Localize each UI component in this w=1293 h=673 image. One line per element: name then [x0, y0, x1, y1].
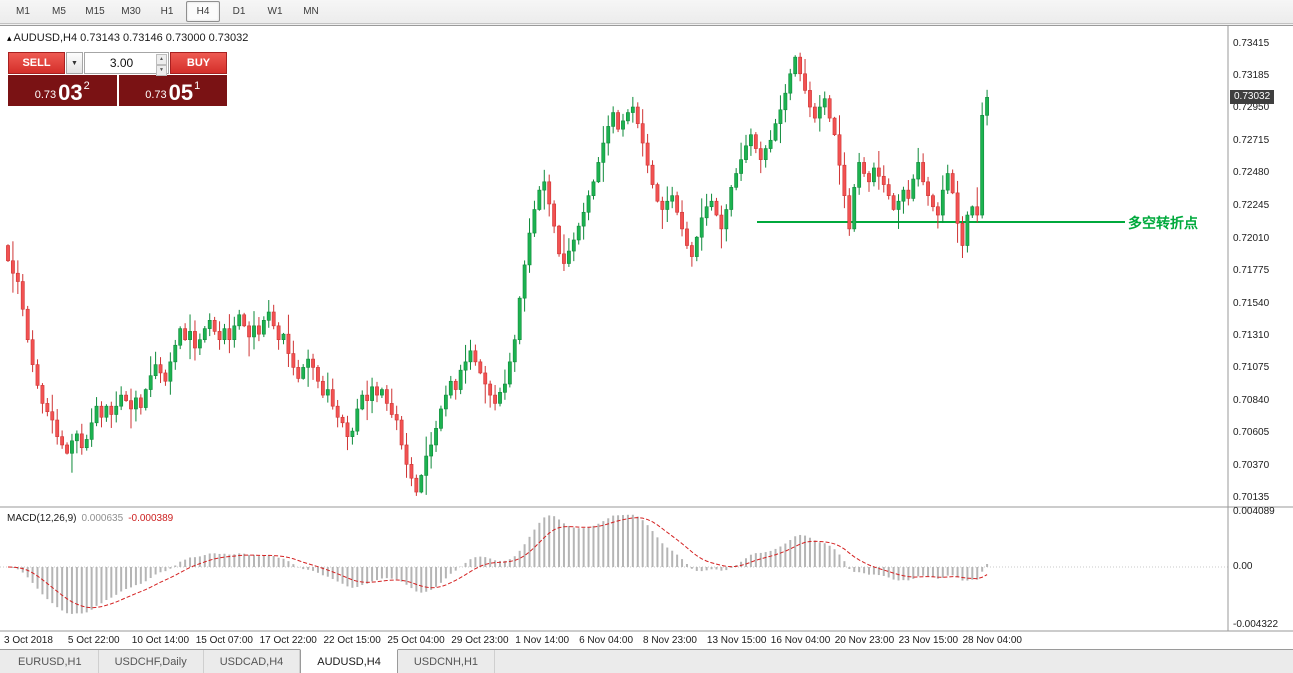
time-axis-label: 13 Nov 15:00	[706, 635, 767, 646]
time-axis-label: 23 Nov 15:00	[898, 635, 959, 646]
volume-input[interactable]	[85, 53, 168, 73]
macd-main-value: 0.000635	[81, 513, 124, 524]
buy-price-prefix: 0.73	[145, 89, 167, 101]
macd-name: MACD(12,26,9)	[7, 513, 77, 524]
time-axis-label: 10 Oct 14:00	[131, 635, 190, 646]
time-axis-label: 28 Nov 04:00	[962, 635, 1023, 646]
timeframe-button-d1[interactable]: D1	[232, 6, 246, 17]
macd-signal-value: -0.000389	[128, 513, 174, 524]
spinner-down-icon[interactable]: ▼	[156, 65, 167, 76]
time-axis-label: 17 Oct 22:00	[259, 635, 317, 646]
volume-dropdown-button[interactable]: ▼	[66, 52, 83, 74]
chevron-down-icon: ▼	[71, 59, 78, 67]
chart-marker-icon: ▴	[7, 33, 12, 43]
price-axis-label: 0.71775	[1233, 265, 1270, 277]
volume-field: ▲ ▼	[84, 52, 169, 76]
price-axis-label: 0.71310	[1233, 329, 1270, 341]
sell-price-big-digits: 03	[58, 80, 83, 105]
time-axis-label: 8 Nov 23:00	[643, 635, 697, 646]
price-axis-label: 0.70605	[1233, 427, 1270, 439]
one-click-trading-panel: SELL ▼ ▲ ▼ BUY 0.73 03 2 0.73 05 1	[8, 52, 227, 106]
timeframe-button-m1[interactable]: M1	[16, 6, 30, 17]
macd-axis-label: 0.00	[1233, 561, 1253, 572]
chart-tab-bar: EURUSD,H1 USDCHF,Daily USDCAD,H4 AUDUSD,H4 U…	[0, 649, 1293, 673]
chart-tab-eurusd-h1[interactable]: EURUSD,H1	[2, 650, 99, 673]
timeframe-button-mn[interactable]: MN	[303, 6, 319, 17]
price-axis-label: 0.72245	[1233, 200, 1270, 212]
buy-price-pipette: 1	[194, 80, 201, 92]
price-axis-label: 0.73185	[1233, 69, 1270, 81]
macd-axis-label: -0.004322	[1233, 618, 1279, 630]
price-axis-label: 0.72480	[1233, 167, 1270, 179]
time-axis-label: 3 Oct 2018	[4, 635, 53, 646]
sell-button[interactable]: SELL	[8, 52, 65, 74]
timeframe-button-w1[interactable]: W1	[267, 6, 283, 17]
time-axis-label: 22 Oct 15:00	[323, 635, 381, 646]
macd-indicator-label: MACD(12,26,9) 0.000635 -0.000389	[7, 513, 173, 524]
time-axis-label: 25 Oct 04:00	[387, 635, 445, 646]
timeframe-button-h1[interactable]: H1	[160, 6, 174, 17]
spinner-up-icon[interactable]: ▲	[156, 54, 167, 65]
time-axis-label: 1 Nov 14:00	[515, 635, 570, 646]
price-axis-label: 0.70135	[1233, 492, 1270, 504]
chart-tab-usdcad-h4[interactable]: USDCAD,H4	[204, 650, 301, 673]
macd-axis-label: 0.004089	[1233, 506, 1275, 518]
sell-price-display[interactable]: 0.73 03 2	[8, 75, 117, 106]
chart-tab-audusd-h4[interactable]: AUDUSD,H4	[300, 649, 398, 673]
chart-symbol-label: AUDUSD,H4	[13, 32, 78, 44]
sell-price-prefix: 0.73	[34, 89, 57, 101]
chart-window: ▴ AUDUSD,H4 0.73143 0.73146 0.73000 0.730…	[0, 25, 1293, 650]
price-axis-label: 0.71540	[1233, 297, 1270, 309]
chart-tab-usdchf-daily[interactable]: USDCHF,Daily	[99, 650, 204, 673]
buy-price-big-digits: 05	[168, 80, 194, 105]
price-axis-label: 0.73415	[1233, 38, 1270, 49]
sell-price-pipette: 2	[83, 80, 90, 92]
macd-signal-line	[7, 517, 988, 609]
timeframe-button-h4[interactable]: H4	[186, 1, 220, 22]
time-axis-label: 15 Oct 07:00	[195, 635, 253, 646]
candlestick-chart[interactable]	[0, 26, 1293, 650]
price-axis-label: 0.72010	[1233, 232, 1270, 244]
price-axis-label: 0.71075	[1233, 362, 1270, 374]
time-axis-label: 16 Nov 04:00	[770, 635, 831, 646]
time-axis-label: 6 Nov 04:00	[579, 635, 634, 646]
buy-button[interactable]: BUY	[170, 52, 227, 74]
price-axis-label: 0.70840	[1233, 394, 1270, 406]
timeframe-toolbar: M1 M5 M15 M30 H1 H4 D1 W1 MN	[0, 0, 1293, 24]
timeframe-button-m5[interactable]: M5	[52, 6, 66, 17]
price-axis-label: 0.72950	[1233, 102, 1270, 114]
timeframe-button-m30[interactable]: M30	[121, 6, 141, 17]
turning-point-annotation: 多空转折点	[1128, 214, 1198, 231]
chart-ohlc-values: 0.73143 0.73146 0.73000 0.73032	[80, 32, 249, 44]
time-axis-label: 29 Oct 23:00	[451, 635, 509, 646]
candles-group	[6, 52, 989, 496]
chart-title: ▴ AUDUSD,H4 0.73143 0.73146 0.73000 0.730…	[7, 32, 248, 44]
time-axis-label: 20 Nov 23:00	[834, 635, 895, 646]
current-price-badge: 0.73032	[1230, 90, 1275, 105]
price-axis-label: 0.70370	[1233, 459, 1270, 471]
volume-spinner: ▲ ▼	[156, 54, 167, 76]
price-axis-label: 0.72715	[1233, 134, 1270, 146]
buy-price-display[interactable]: 0.73 05 1	[118, 75, 227, 106]
macd-group	[0, 514, 1228, 614]
timeframe-button-m15[interactable]: M15	[85, 6, 105, 17]
chart-tab-usdcnh-h1[interactable]: USDCNH,H1	[398, 650, 496, 673]
time-axis-label: 5 Oct 22:00	[67, 635, 120, 646]
